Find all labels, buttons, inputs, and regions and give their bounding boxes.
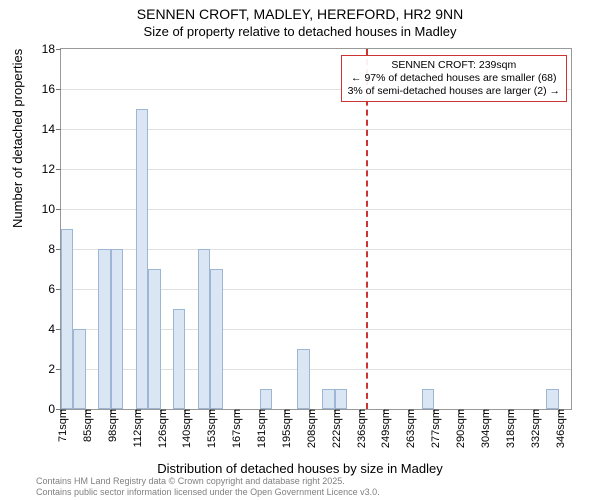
histogram-bar xyxy=(148,269,160,409)
xtick-label: 112sqm xyxy=(128,409,144,447)
xtick-label: 208sqm xyxy=(302,409,318,448)
footer-line: Contains HM Land Registry data © Crown c… xyxy=(36,476,380,487)
ytick-label: 8 xyxy=(48,242,61,256)
y-axis-label: Number of detached properties xyxy=(10,49,25,228)
histogram-bar xyxy=(210,269,222,409)
xtick-label: 195sqm xyxy=(277,409,293,448)
annotation-line: ← 97% of detached houses are smaller (68… xyxy=(348,72,560,85)
chart-subtitle: Size of property relative to detached ho… xyxy=(0,24,600,39)
ytick-label: 14 xyxy=(42,122,61,136)
histogram-bar xyxy=(73,329,85,409)
xtick-label: 181sqm xyxy=(252,409,268,448)
xtick-label: 98sqm xyxy=(103,409,119,442)
x-axis-label: Distribution of detached houses by size … xyxy=(0,461,600,476)
xtick-label: 346sqm xyxy=(551,409,567,448)
histogram-bar xyxy=(98,249,110,409)
xtick-label: 222sqm xyxy=(327,409,343,448)
histogram-bar xyxy=(260,389,272,409)
xtick-label: 153sqm xyxy=(202,409,218,448)
histogram-bar xyxy=(136,109,148,409)
histogram-bar xyxy=(422,389,434,409)
ytick-label: 18 xyxy=(42,42,61,56)
annotation-line: SENNEN CROFT: 239sqm xyxy=(348,59,560,72)
histogram-bar xyxy=(61,229,73,409)
xtick-label: 85sqm xyxy=(78,409,94,442)
plot-area: 02468101214161871sqm85sqm98sqm112sqm126s… xyxy=(60,48,570,408)
histogram-bar xyxy=(173,309,185,409)
histogram-bar xyxy=(111,249,123,409)
histogram-bar xyxy=(546,389,558,409)
xtick-label: 304sqm xyxy=(476,409,492,448)
histogram-bar xyxy=(335,389,347,409)
ytick-label: 16 xyxy=(42,82,61,96)
xtick-label: 167sqm xyxy=(227,409,243,448)
ytick-label: 12 xyxy=(42,162,61,176)
histogram-bar xyxy=(322,389,334,409)
xtick-label: 277sqm xyxy=(426,409,442,448)
chart-container: SENNEN CROFT, MADLEY, HEREFORD, HR2 9NN … xyxy=(0,0,600,500)
footer-line: Contains public sector information licen… xyxy=(36,487,380,498)
ytick-label: 10 xyxy=(42,202,61,216)
xtick-label: 290sqm xyxy=(451,409,467,448)
chart-title: SENNEN CROFT, MADLEY, HEREFORD, HR2 9NN xyxy=(0,6,600,22)
xtick-label: 236sqm xyxy=(352,409,368,448)
ytick-label: 6 xyxy=(48,282,61,296)
histogram-bar xyxy=(297,349,309,409)
histogram-bar xyxy=(198,249,210,409)
ytick-label: 2 xyxy=(48,362,61,376)
plot-box: 02468101214161871sqm85sqm98sqm112sqm126s… xyxy=(60,48,572,410)
footer-attribution: Contains HM Land Registry data © Crown c… xyxy=(36,476,380,498)
xtick-label: 126sqm xyxy=(153,409,169,448)
ytick-label: 4 xyxy=(48,322,61,336)
reference-line xyxy=(366,49,368,409)
xtick-label: 263sqm xyxy=(401,409,417,448)
annotation-line: 3% of semi-detached houses are larger (2… xyxy=(348,85,560,98)
xtick-label: 332sqm xyxy=(526,409,542,448)
xtick-label: 318sqm xyxy=(501,409,517,448)
xtick-label: 71sqm xyxy=(53,409,69,442)
annotation-box: SENNEN CROFT: 239sqm← 97% of detached ho… xyxy=(341,55,567,102)
xtick-label: 140sqm xyxy=(177,409,193,448)
xtick-label: 249sqm xyxy=(376,409,392,448)
